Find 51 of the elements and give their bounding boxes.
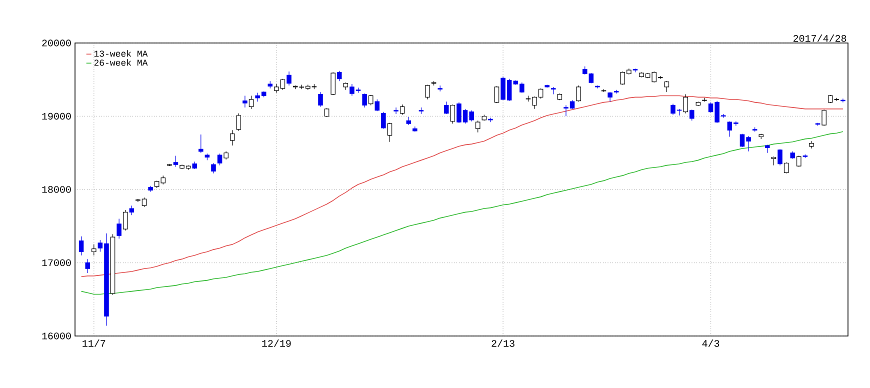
candlestick: [381, 112, 386, 129]
candlestick: [475, 120, 480, 133]
candlestick: [387, 122, 392, 142]
candlestick: [129, 205, 134, 216]
candlestick: [236, 113, 242, 132]
candlestick: [217, 153, 222, 166]
candlestick: [198, 134, 204, 154]
candlestick: [664, 80, 670, 92]
x-tick-label: 11/7: [82, 340, 106, 347]
candlestick: [368, 94, 374, 106]
candlestick: [318, 92, 323, 108]
candlestick: [116, 218, 122, 239]
candlestick: [394, 107, 398, 114]
candlestick: [450, 104, 456, 124]
candlestick: [122, 210, 128, 231]
x-tick-label: 12/19: [262, 340, 291, 347]
legend-label: 13-week MA: [94, 50, 148, 57]
y-tick-label: 19000: [42, 112, 71, 120]
candlestick: [286, 71, 292, 86]
candlestick: [683, 94, 688, 114]
x-tick-label: 2/13: [492, 340, 514, 347]
candlestick: [242, 95, 248, 108]
candlestick: [822, 109, 826, 126]
candlestick: [230, 130, 235, 146]
candlestick: [576, 85, 581, 102]
candlestick: [337, 70, 342, 82]
candlestick: [690, 109, 694, 121]
y-tick-label: 18000: [42, 186, 71, 193]
candlestick: [330, 72, 336, 96]
candlestick: [85, 258, 90, 274]
y-tick-label: 16000: [42, 332, 71, 340]
candlestick: [92, 244, 96, 256]
y-tick-label: 17000: [42, 259, 71, 266]
candlestick: [248, 95, 254, 110]
candlestick: [362, 93, 367, 108]
y-tick-label: 20000: [42, 40, 71, 46]
text: 2017/4/28: [793, 34, 846, 42]
candlestick: [173, 155, 178, 168]
candlestick: [78, 236, 84, 256]
candlestick: [425, 84, 430, 100]
candlestick: [608, 92, 612, 102]
candlestick: [444, 101, 449, 114]
candlestick: [778, 148, 782, 166]
candlestick: [784, 162, 789, 174]
x-tick-label: 4/3: [702, 340, 720, 347]
legend-label: 26-week MA: [94, 59, 148, 66]
candlestick: [702, 98, 707, 102]
candlestick: [400, 104, 405, 116]
candlestick: [374, 99, 380, 112]
candlestick: [211, 162, 216, 174]
candlestick: [494, 86, 500, 104]
